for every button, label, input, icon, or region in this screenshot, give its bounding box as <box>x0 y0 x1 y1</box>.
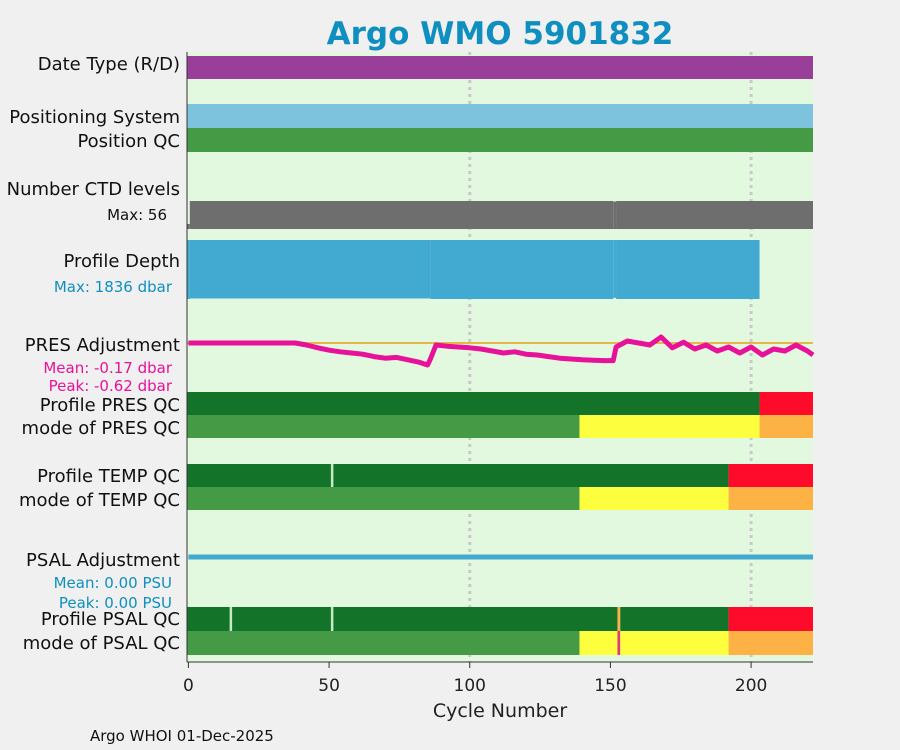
plot-area <box>187 52 813 662</box>
label-psal-peak: Peak: 0.00 PSU <box>59 594 172 612</box>
bar-mode_pres_qc-0 <box>187 415 580 438</box>
bar-position_qc-0 <box>187 128 813 152</box>
bar-prof_pres_qc-0 <box>187 392 760 415</box>
bar-prof_psal_qc-2 <box>620 607 729 631</box>
qc-gap-prof_psal_qc-51 <box>330 607 334 631</box>
qc-gap-prof_temp_qc-51 <box>330 464 334 487</box>
label-mode-psal-qc: mode of PSAL QC <box>23 633 180 654</box>
label-date-type: Date Type (R/D) <box>38 54 180 75</box>
x-axis-label: Cycle Number <box>433 700 567 722</box>
bar-prof_temp_qc-0 <box>187 464 729 487</box>
label-profile-psal-qc: Profile PSAL QC <box>41 609 180 630</box>
bar-prof_pres_qc-1 <box>759 392 813 415</box>
x-axis: 0 50 100 150 200 <box>183 52 813 696</box>
label-ctd-max: Max: 56 <box>107 206 167 224</box>
label-depth-max: Max: 1836 dbar <box>54 278 173 296</box>
ctd-bar-2 <box>613 201 617 229</box>
bar-date_type-0 <box>187 56 813 79</box>
label-pres-adjustment: PRES Adjustment <box>25 335 180 356</box>
bar-mode_psal_qc-4 <box>728 631 813 655</box>
label-ctd-levels: Number CTD levels <box>7 179 180 200</box>
footer-text: Argo WHOI 01-Dec-2025 <box>90 727 274 745</box>
bar-mode_pres_qc-2 <box>759 415 813 438</box>
pres-adjustment-line <box>188 334 815 368</box>
label-pres-peak: Peak: -0.62 dbar <box>49 377 173 395</box>
bar-mode_temp_qc-1 <box>579 487 729 510</box>
label-position-qc: Position QC <box>77 131 180 152</box>
bar-mode_psal_qc-2 <box>617 631 621 655</box>
ctd-bar-3 <box>616 201 813 229</box>
ctd-bar-0 <box>187 224 190 229</box>
bar-mode_pres_qc-1 <box>579 415 760 438</box>
label-profile-depth: Profile Depth <box>63 251 180 272</box>
x-tick-label-50: 50 <box>318 676 340 696</box>
depth-bar-0 <box>187 240 190 299</box>
bar-prof_psal_qc-0 <box>187 607 618 631</box>
label-pres-mean: Mean: -0.17 dbar <box>43 359 173 377</box>
bar-mode_temp_qc-2 <box>728 487 813 510</box>
x-tick-label-100: 100 <box>454 676 486 696</box>
label-psal-adjustment: PSAL Adjustment <box>26 550 180 571</box>
chart-title: Argo WMO 5901832 <box>327 16 674 52</box>
bar-prof_psal_qc-1 <box>617 607 621 631</box>
label-mode-pres-qc: mode of PRES QC <box>22 418 180 439</box>
bar-prof_psal_qc-3 <box>728 607 813 631</box>
ctd-bar-1 <box>189 201 614 229</box>
x-tick-label-150: 150 <box>594 676 626 696</box>
depth-bar-3 <box>613 240 617 298</box>
depth-bar-1 <box>189 240 431 299</box>
x-tick-label-0: 0 <box>183 676 194 696</box>
label-positioning-system: Positioning System <box>9 107 180 128</box>
bar-mode_psal_qc-0 <box>187 631 580 655</box>
bar-mode_psal_qc-1 <box>579 631 618 655</box>
depth-bar-2 <box>430 240 614 299</box>
label-profile-temp-qc: Profile TEMP QC <box>37 466 180 487</box>
label-mode-temp-qc: mode of TEMP QC <box>19 490 180 511</box>
bar-positioning-0 <box>187 104 813 128</box>
bar-prof_temp_qc-1 <box>728 464 813 487</box>
label-profile-pres-qc: Profile PRES QC <box>40 395 180 416</box>
x-tick-label-200: 200 <box>735 676 767 696</box>
chart-marks <box>187 56 815 655</box>
bar-mode_psal_qc-3 <box>620 631 729 655</box>
bar-mode_temp_qc-0 <box>187 487 580 510</box>
qc-gap-prof_psal_qc-15 <box>229 607 233 631</box>
label-psal-mean: Mean: 0.00 PSU <box>54 574 172 592</box>
depth-bar-4 <box>616 240 760 299</box>
